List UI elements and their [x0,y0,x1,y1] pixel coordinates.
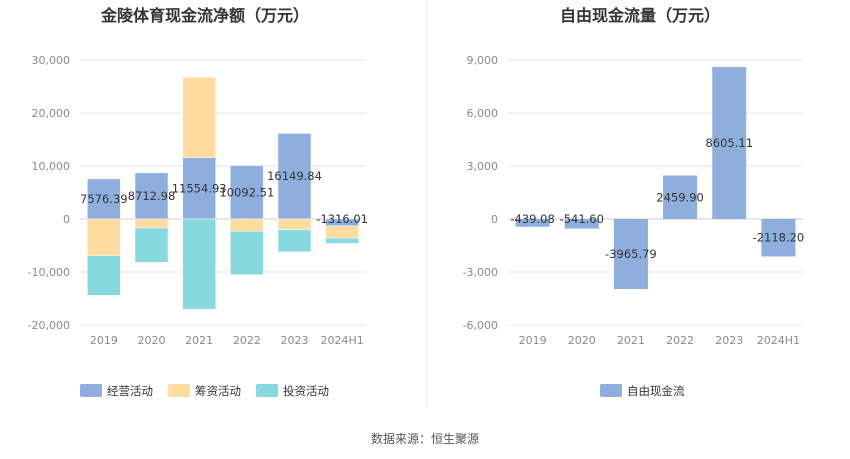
data-label: 16149.84 [267,169,322,183]
bar-free-cash-flow [761,219,796,257]
free-cash-flow-bar-chart: 9,000 6,000 3,000 0 -3,000 -6,000 -439.08 -541.… [463,54,805,398]
data-label: -2118.20 [753,231,805,245]
bar-segment-investing [325,237,359,244]
y-tick-label: 20,000 [32,107,71,120]
x-tick-label: 2020 [568,334,596,347]
y-tick-label: -20,000 [28,319,70,332]
bar-free-cash-flow [663,175,698,219]
right-chart-title: 自由现金流量（万元） [560,6,720,25]
legend-label: 投资活动 [283,384,329,398]
x-tick-label: 2024H1 [321,334,364,347]
bar-segment-financing [277,218,312,230]
legend-swatch [168,384,190,397]
bar-free-cash-flow [712,66,747,220]
x-tick-label: 2019 [519,334,547,347]
y-tick-label: -6,000 [463,319,498,332]
data-label: -3965.79 [605,247,657,261]
data-label: 8712.98 [128,189,176,203]
legend-label: 筹资活动 [195,384,241,398]
y-tick-label: 0 [63,213,70,226]
x-tick-label: 2019 [90,334,118,347]
y-tick-label: 9,000 [467,54,499,67]
x-tick-label: 2021 [185,334,213,347]
data-label: 10092.51 [219,185,274,199]
x-tick-label: 2023 [281,334,309,347]
data-label: -1316.01 [316,212,368,226]
x-tick-label: 2024H1 [757,334,800,347]
bar-segment-financing [87,218,121,256]
y-tick-label: 6,000 [467,107,499,120]
y-tick-label: 0 [491,213,498,226]
data-label: 2459.90 [656,190,704,204]
bar-segment-investing [134,227,169,263]
legend-label: 经营活动 [107,384,153,398]
legend-swatch [600,384,622,397]
data-source-note: 数据来源：恒生聚源 [371,431,479,446]
y-tick-label: 3,000 [467,160,499,173]
y-tick-label: -3,000 [463,266,498,279]
x-tick-label: 2022 [233,334,261,347]
bar-segment-operating [134,172,169,220]
data-label: -541.60 [560,212,604,226]
data-label: 8605.11 [705,136,753,150]
bar-segment-operating [230,165,264,220]
legend-swatch [80,384,102,397]
legend-label: 自由现金流 [627,384,685,398]
y-tick-label: 30,000 [32,54,71,67]
bar-segment-operating [277,133,312,220]
bar-free-cash-flow [613,219,648,290]
bar-segment-investing [230,230,264,275]
x-tick-label: 2020 [138,334,166,347]
legend-swatch [256,384,278,397]
bar-segment-financing [325,225,359,239]
left-chart-title: 金陵体育现金流净额（万元） [100,6,309,25]
y-tick-label: -10,000 [28,266,70,279]
bar-segment-financing [134,218,169,229]
bar-segment-operating [182,157,216,220]
cash-flow-stacked-bar-chart: 30,000 20,000 10,000 0 -10,000 -20,000 7576.39… [28,54,368,398]
data-label: 7576.39 [80,192,128,206]
bar-segment-investing [87,255,121,296]
bar-free-cash-flow [564,219,599,229]
y-tick-label: 10,000 [32,160,71,173]
data-label: -439.08 [510,212,554,226]
bar-segment-financing [230,218,264,232]
data-label: 11554.93 [172,181,227,195]
bar-free-cash-flow [515,219,550,227]
x-tick-label: 2022 [666,334,694,347]
bar-segment-investing [182,218,216,310]
x-tick-label: 2021 [617,334,645,347]
x-tick-label: 2023 [715,334,743,347]
bar-segment-financing [182,76,216,159]
bar-segment-investing [277,229,312,253]
